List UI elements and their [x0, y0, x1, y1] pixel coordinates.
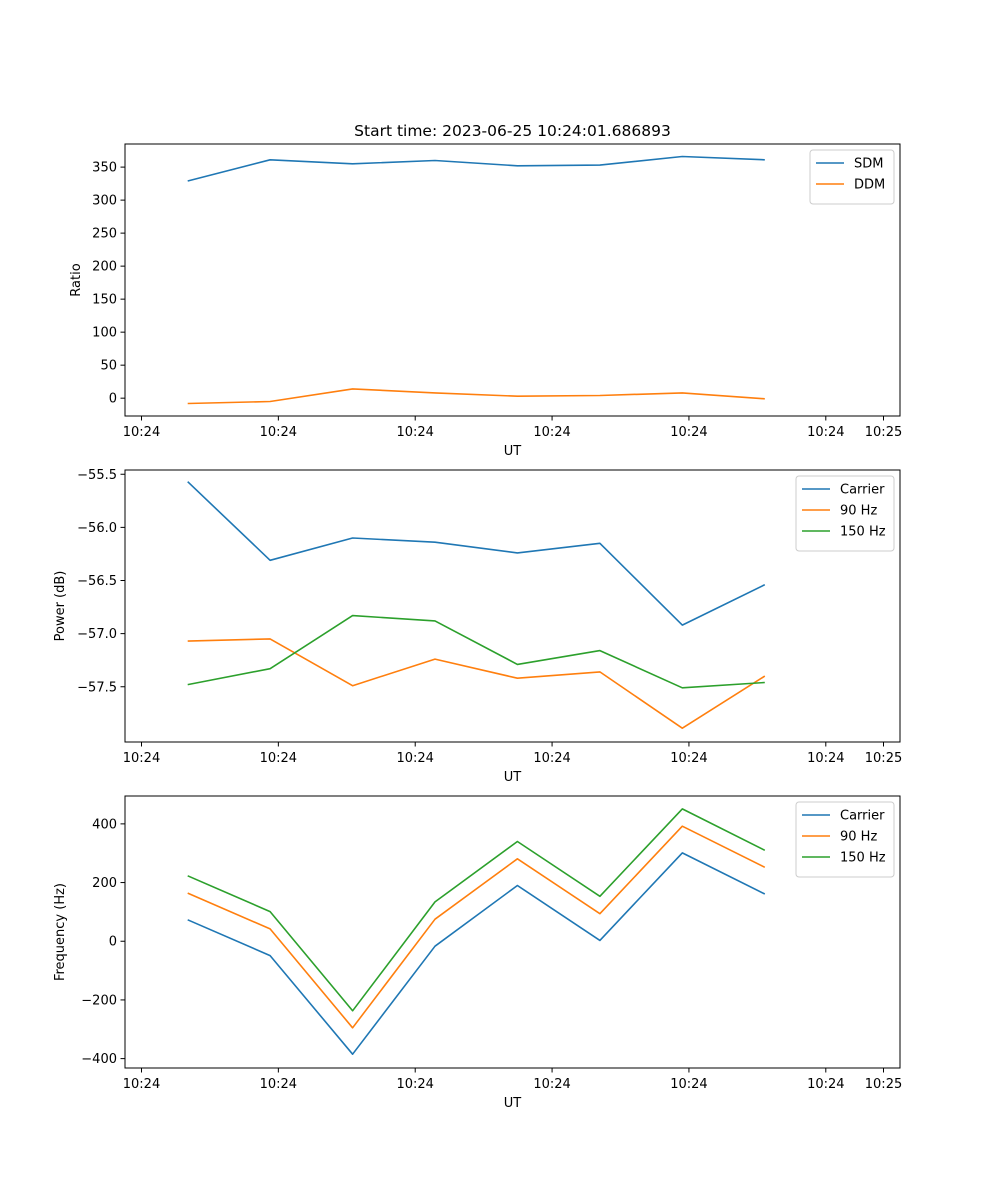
x-tick-label: 10:24 — [533, 751, 570, 766]
x-tick-label: 10:24 — [396, 425, 433, 440]
axes-frame — [124, 143, 901, 417]
x-axis-label: UT — [504, 1096, 522, 1111]
legend: Carrier 90 Hz 150 Hz — [795, 801, 895, 878]
y-tick-label: −57.0 — [77, 627, 117, 642]
y-tick-label: −56.5 — [77, 574, 117, 589]
x-tick-label: 10:24 — [807, 751, 844, 766]
x-tick-label: 10:24 — [260, 425, 297, 440]
legend-label: SDM — [854, 157, 883, 172]
y-tick-label: 0 — [109, 392, 117, 407]
y-tick-label: 150 — [92, 293, 117, 308]
y-tick-label: 400 — [92, 817, 117, 832]
legend-label: Carrier — [840, 809, 885, 824]
x-tick-label: 10:24 — [670, 425, 707, 440]
series-line-1 — [187, 481, 766, 626]
y-tick-label: 200 — [92, 260, 117, 275]
x-tick-label: 10:24 — [396, 751, 433, 766]
legend-box — [795, 801, 895, 878]
y-tick-label: 100 — [92, 326, 117, 341]
series-line-2 — [187, 388, 765, 405]
x-tick-label: 10:24 — [533, 425, 570, 440]
series-line-1 — [187, 852, 766, 1055]
x-axis-label: UT — [504, 444, 522, 459]
series-line-1 — [187, 155, 765, 182]
y-tick-label: −200 — [81, 993, 117, 1008]
legend-label: 150 Hz — [840, 851, 886, 866]
legend-label: DDM — [854, 178, 885, 193]
y-tick-label: −400 — [81, 1052, 117, 1067]
y-axis-label: Ratio — [69, 263, 84, 296]
axes-frame — [124, 469, 901, 743]
y-tick-label: −55.5 — [77, 468, 117, 483]
x-tick-label: 10:25 — [865, 751, 902, 766]
chart-1: 10:24 10:24 10:24 10:24 10:24 10:24 10:25 0 50 10… — [69, 143, 902, 459]
legend: SDM DDM — [809, 149, 895, 205]
figure-title: Start time: 2023-06-25 10:24:01.686893 — [354, 122, 671, 140]
series-line-2 — [187, 825, 766, 1029]
legend-label: 150 Hz — [840, 525, 886, 540]
series-line-3 — [187, 808, 766, 1012]
chart-2: 10:24 10:24 10:24 10:24 10:24 10:24 10:25 −57.5… — [53, 468, 902, 785]
x-axis-label: UT — [504, 770, 522, 785]
legend-label: Carrier — [840, 483, 885, 498]
legend-label: 90 Hz — [840, 830, 877, 845]
series-line-3 — [187, 614, 765, 689]
x-tick-label: 10:25 — [865, 1077, 902, 1092]
legend: Carrier 90 Hz 150 Hz — [795, 475, 895, 552]
y-tick-label: −56.0 — [77, 521, 117, 536]
subplots: 10:24 10:24 10:24 10:24 10:24 10:24 10:25 0 50 10… — [53, 143, 902, 1111]
x-tick-label: 10:24 — [807, 425, 844, 440]
y-tick-label: 0 — [109, 935, 117, 950]
x-tick-label: 10:24 — [670, 1077, 707, 1092]
x-tick-label: 10:24 — [396, 1077, 433, 1092]
x-tick-label: 10:24 — [533, 1077, 570, 1092]
chart-3: 10:24 10:24 10:24 10:24 10:24 10:24 10:25 −400 −… — [53, 795, 902, 1111]
y-tick-label: 350 — [92, 161, 117, 176]
x-tick-label: 10:24 — [123, 751, 160, 766]
axes-frame — [124, 795, 901, 1069]
y-axis-label: Power (dB) — [53, 571, 68, 642]
y-tick-label: 250 — [92, 227, 117, 242]
legend-box — [795, 475, 895, 552]
y-tick-label: 300 — [92, 194, 117, 209]
x-tick-label: 10:24 — [670, 751, 707, 766]
x-tick-label: 10:24 — [260, 1077, 297, 1092]
x-tick-label: 10:24 — [807, 1077, 844, 1092]
y-axis-label: Frequency (Hz) — [53, 883, 68, 981]
y-tick-label: 50 — [100, 359, 117, 374]
x-tick-label: 10:24 — [123, 425, 160, 440]
x-tick-label: 10:24 — [260, 751, 297, 766]
series-line-2 — [187, 638, 766, 730]
x-tick-label: 10:25 — [865, 425, 902, 440]
x-tick-label: 10:24 — [123, 1077, 160, 1092]
y-tick-label: −57.5 — [77, 680, 117, 695]
legend-label: 90 Hz — [840, 504, 877, 519]
y-tick-label: 200 — [92, 876, 117, 891]
